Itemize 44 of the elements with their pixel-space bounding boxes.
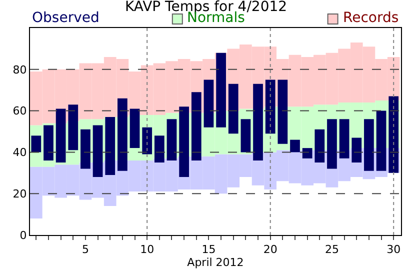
bar bbox=[290, 140, 300, 152]
bar bbox=[364, 119, 374, 171]
legend-label: Records bbox=[343, 10, 399, 26]
bar bbox=[31, 136, 42, 152]
bar bbox=[105, 117, 116, 175]
bar bbox=[278, 80, 288, 144]
bar bbox=[44, 125, 54, 160]
x-tick-label: 15 bbox=[202, 243, 216, 256]
bar bbox=[179, 106, 189, 178]
x-tick-label: 10 bbox=[140, 243, 154, 256]
y-tick-label: 40 bbox=[12, 146, 27, 160]
bar bbox=[327, 119, 337, 169]
y-tick-label: 60 bbox=[12, 104, 27, 118]
x-tick-label: 20 bbox=[263, 243, 278, 256]
y-tick-label: 80 bbox=[12, 63, 27, 76]
y-tick-label: 20 bbox=[12, 187, 27, 200]
bar bbox=[130, 108, 140, 148]
bar bbox=[166, 119, 177, 160]
y-tick-label: 0 bbox=[20, 228, 27, 242]
bar bbox=[118, 98, 128, 171]
bar bbox=[253, 84, 263, 160]
bar bbox=[142, 127, 152, 154]
bar bbox=[204, 80, 214, 128]
x-axis-title: April 2012 bbox=[187, 256, 244, 270]
bar bbox=[80, 129, 90, 169]
x-tick-label: 5 bbox=[82, 243, 89, 256]
bar bbox=[154, 136, 164, 163]
bar bbox=[339, 119, 350, 158]
bar bbox=[240, 119, 251, 152]
bar bbox=[352, 138, 362, 163]
bar bbox=[68, 104, 78, 150]
bar bbox=[314, 129, 325, 163]
x-tick-label: 25 bbox=[324, 243, 339, 256]
bar bbox=[56, 108, 66, 163]
bar bbox=[376, 110, 386, 171]
bar bbox=[216, 52, 226, 128]
bar bbox=[191, 92, 202, 160]
bar bbox=[92, 125, 103, 178]
x-tick-label: 30 bbox=[386, 243, 401, 256]
bar bbox=[302, 148, 312, 158]
text: Observed bbox=[32, 10, 100, 26]
bar bbox=[265, 80, 276, 134]
bar bbox=[228, 84, 238, 134]
bar bbox=[388, 96, 399, 173]
